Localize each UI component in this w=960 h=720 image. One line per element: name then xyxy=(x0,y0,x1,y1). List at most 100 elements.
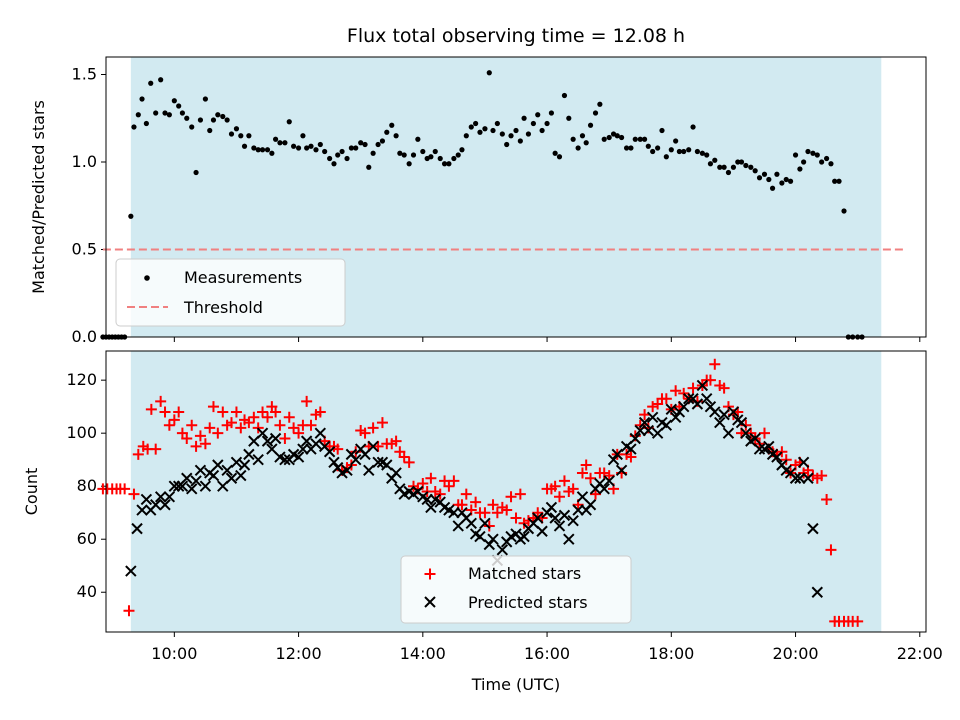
matched-star-point xyxy=(483,520,495,532)
measurement-point xyxy=(792,152,799,158)
matched-star-point xyxy=(186,419,198,431)
measurement-point xyxy=(556,154,563,160)
measurement-point xyxy=(725,169,732,176)
measurement-point xyxy=(517,138,523,144)
predicted-star-point xyxy=(292,451,305,463)
matched-star-point xyxy=(132,448,144,460)
measurement-point xyxy=(139,96,145,102)
predicted-star-point xyxy=(598,483,610,495)
matched-star-point xyxy=(470,496,482,508)
predicted-star-point xyxy=(350,453,362,466)
measurement-point xyxy=(766,176,772,183)
measurement-point xyxy=(428,154,434,160)
predicted-star-point xyxy=(367,440,379,453)
measurement-point xyxy=(451,155,457,162)
measurement-point xyxy=(681,148,687,155)
matched-star-point xyxy=(443,480,455,492)
measurement-point xyxy=(623,145,630,151)
measurement-point xyxy=(482,126,488,132)
measurement-point xyxy=(779,180,785,186)
y-tick-label: 1.5 xyxy=(72,65,97,84)
measurement-point xyxy=(353,145,359,151)
predicted-star-point xyxy=(584,499,597,511)
matched-star-point xyxy=(576,467,588,479)
predicted-star-point xyxy=(131,522,143,535)
measurement-point xyxy=(824,155,830,162)
measurement-point xyxy=(668,147,674,153)
predicted-star-point xyxy=(487,533,499,545)
matched-star-point xyxy=(248,411,260,423)
predicted-star-point xyxy=(642,424,655,437)
predicted-star-point xyxy=(625,443,637,455)
legend-predicted-marker xyxy=(424,596,436,608)
measurement-point xyxy=(730,164,737,170)
measurement-point xyxy=(587,122,594,128)
matched-star-point xyxy=(825,544,837,556)
chart-title: Flux total observing time = 12.08 h xyxy=(347,25,685,47)
matched-star-point xyxy=(549,480,561,492)
matched-star-point xyxy=(150,443,162,455)
matched-star-point xyxy=(217,406,229,418)
matched-star-point xyxy=(491,507,503,519)
matched-star-point xyxy=(852,615,864,627)
measurement-point xyxy=(810,150,816,156)
measurement-point xyxy=(530,120,536,127)
matched-star-point xyxy=(590,488,602,500)
matched-star-point xyxy=(155,395,167,407)
x-tick-label: 10:00 xyxy=(151,644,197,663)
measurement-point xyxy=(128,213,134,219)
predicted-star-point xyxy=(802,472,814,484)
measurement-point xyxy=(704,152,710,158)
predicted-star-point xyxy=(558,509,571,522)
predicted-star-point xyxy=(310,438,322,450)
measurement-point xyxy=(282,140,288,146)
measurement-point xyxy=(362,141,368,148)
measurement-point xyxy=(197,117,204,123)
predicted-star-point xyxy=(532,512,544,524)
measurement-point xyxy=(335,152,341,158)
matched-star-point xyxy=(398,451,410,463)
matched-star-point xyxy=(190,440,202,452)
measurement-point xyxy=(441,161,448,167)
predicted-star-point xyxy=(221,464,233,476)
measurement-point xyxy=(269,150,275,156)
matched-star-point xyxy=(262,411,274,423)
measurement-point xyxy=(143,120,149,127)
matched-star-point xyxy=(181,432,193,444)
predicted-star-point xyxy=(154,491,167,503)
predicted-star-point xyxy=(763,440,775,453)
predicted-star-point xyxy=(136,504,148,516)
matched-star-point xyxy=(274,419,286,431)
matched-star-point xyxy=(194,430,206,442)
matched-star-point xyxy=(448,475,460,487)
predicted-star-point xyxy=(323,446,336,458)
measurement-point xyxy=(189,124,195,130)
measurement-point xyxy=(286,119,292,125)
matched-star-point xyxy=(403,456,415,468)
measurement-point xyxy=(690,124,696,130)
measurement-point xyxy=(238,133,244,139)
axes-frame xyxy=(105,56,927,338)
measurement-point xyxy=(233,126,240,132)
predicted-star-point xyxy=(425,501,437,514)
matched-star-point xyxy=(123,605,135,617)
measurement-point xyxy=(836,178,842,184)
matched-star-point xyxy=(758,427,770,439)
matched-star-point xyxy=(367,422,379,434)
measurement-point xyxy=(499,131,505,137)
measurement-point xyxy=(406,161,412,167)
measurement-point xyxy=(619,134,625,141)
measurement-point xyxy=(601,136,607,142)
measurement-point xyxy=(295,145,302,151)
predicted-star-point xyxy=(186,483,198,495)
measurement-point xyxy=(224,117,230,123)
predicted-star-point xyxy=(465,517,477,530)
measurement-point xyxy=(202,96,208,102)
matched-star-point xyxy=(585,472,597,484)
measurement-point xyxy=(272,136,279,142)
measurement-point xyxy=(721,164,727,170)
matched-star-point xyxy=(647,401,659,413)
predicted-star-point xyxy=(390,467,402,479)
measurement-point xyxy=(241,143,248,149)
matched-star-point xyxy=(718,382,730,394)
